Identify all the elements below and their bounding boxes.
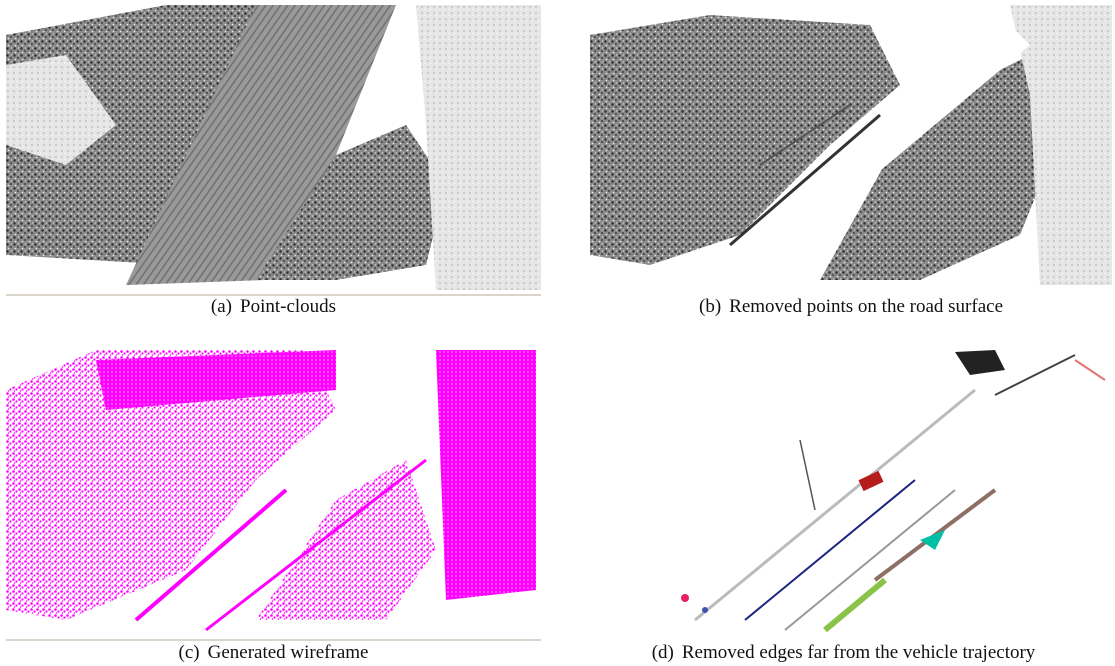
subfigure-caption: Removed points on the road surface xyxy=(729,296,1003,317)
subfigure-caption: Removed edges far from the vehicle traje… xyxy=(682,642,1035,663)
figure: (a) Point-clouds (b) Removed points on the… xyxy=(0,0,1115,666)
subfigure-label: (d) xyxy=(652,642,674,663)
filtered-wireframe-image xyxy=(575,350,1112,640)
subfigure-label: (a) xyxy=(211,296,232,317)
point-cloud-image xyxy=(6,5,541,297)
subfigure-caption: Generated wireframe xyxy=(208,642,369,663)
wireframe-image xyxy=(6,350,541,642)
subfigure-label: (b) xyxy=(699,296,721,317)
subfigure-caption: Point-clouds xyxy=(240,296,336,317)
filtered-point-cloud-image xyxy=(590,5,1112,293)
subfigure-label: (c) xyxy=(179,642,200,663)
